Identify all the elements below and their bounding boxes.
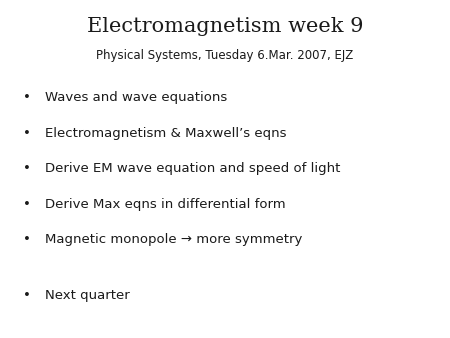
Text: •: • xyxy=(23,198,31,211)
Text: •: • xyxy=(23,162,31,175)
Text: Electromagnetism & Maxwell’s eqns: Electromagnetism & Maxwell’s eqns xyxy=(45,127,287,140)
Text: •: • xyxy=(23,91,31,104)
Text: •: • xyxy=(23,289,31,302)
Text: Physical Systems, Tuesday 6.Mar. 2007, EJZ: Physical Systems, Tuesday 6.Mar. 2007, E… xyxy=(96,49,354,62)
Text: Electromagnetism week 9: Electromagnetism week 9 xyxy=(87,17,363,36)
Text: Derive EM wave equation and speed of light: Derive EM wave equation and speed of lig… xyxy=(45,162,340,175)
Text: Derive Max eqns in differential form: Derive Max eqns in differential form xyxy=(45,198,286,211)
Text: Waves and wave equations: Waves and wave equations xyxy=(45,91,227,104)
Text: Magnetic monopole → more symmetry: Magnetic monopole → more symmetry xyxy=(45,233,302,246)
Text: •: • xyxy=(23,233,31,246)
Text: •: • xyxy=(23,127,31,140)
Text: Next quarter: Next quarter xyxy=(45,289,130,302)
